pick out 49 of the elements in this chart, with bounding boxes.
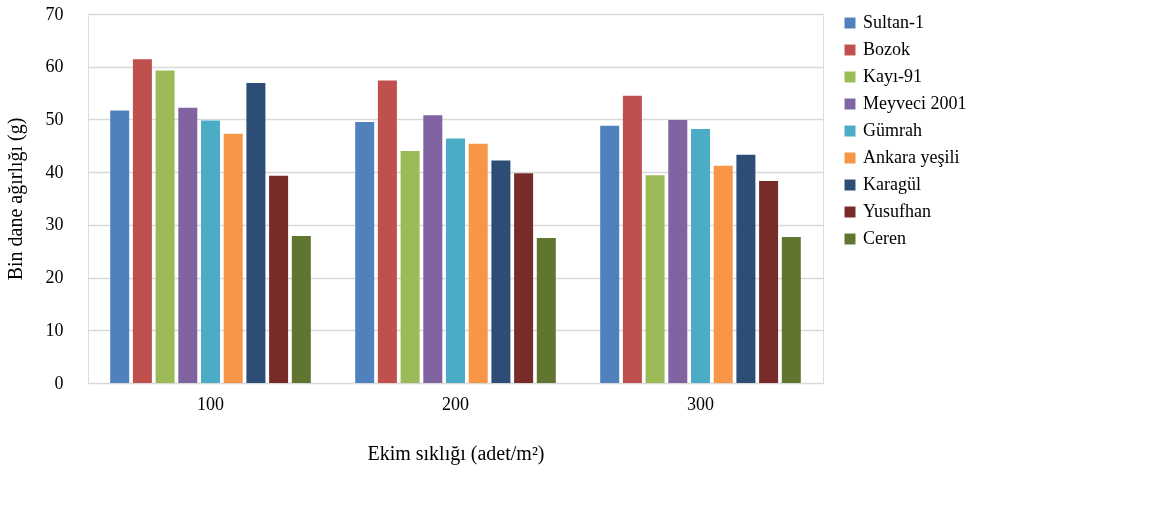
bar — [600, 125, 620, 383]
legend-label: Sultan-1 — [863, 12, 924, 32]
bar — [110, 110, 130, 383]
bar — [201, 120, 220, 383]
bar — [759, 181, 779, 383]
bar — [400, 151, 420, 383]
y-tick-label: 0 — [54, 372, 64, 393]
bar — [246, 83, 266, 383]
y-tick-label: 40 — [45, 161, 64, 182]
legend-label: Gümrah — [863, 120, 922, 140]
y-tick-label: 30 — [45, 214, 64, 235]
bar — [736, 154, 756, 383]
bar — [377, 80, 397, 383]
bar — [468, 143, 488, 383]
bar — [491, 160, 511, 383]
legend-label: Ceren — [863, 228, 906, 248]
y-tick-label: 10 — [45, 319, 64, 340]
bar — [781, 236, 801, 383]
bar — [223, 133, 243, 383]
legend-label: Karagül — [863, 174, 921, 194]
x-tick-label: 200 — [442, 393, 469, 414]
y-tick-label: 50 — [45, 108, 64, 129]
bar — [178, 107, 198, 383]
y-tick-label: 60 — [45, 56, 64, 77]
bar — [291, 235, 311, 383]
bar — [645, 175, 665, 383]
bar — [713, 165, 733, 383]
x-tick-label: 100 — [197, 393, 224, 414]
x-axis-title: Ekim sıklığı (adet/m²) — [367, 441, 545, 465]
bar — [269, 175, 289, 383]
legend-label: Bozok — [863, 39, 910, 59]
bar — [446, 138, 465, 383]
legend-label: Meyveci 2001 — [863, 93, 967, 113]
bar — [536, 238, 556, 383]
bar — [514, 173, 534, 383]
bar — [355, 122, 375, 383]
bar — [155, 70, 175, 383]
bar — [668, 119, 688, 383]
y-tick-label: 70 — [45, 3, 64, 24]
legend-label: Ankara yeşili — [863, 147, 960, 167]
bar — [622, 95, 642, 383]
legend-label: Yusufhan — [863, 201, 931, 221]
bar — [691, 128, 710, 383]
legend-label: Kayı-91 — [863, 66, 922, 86]
y-tick-label: 20 — [45, 267, 64, 288]
bar — [132, 59, 152, 383]
y-axis-title: Bin dane ağırlığı (g) — [3, 117, 27, 281]
bar — [423, 115, 443, 383]
x-tick-label: 300 — [687, 393, 714, 414]
